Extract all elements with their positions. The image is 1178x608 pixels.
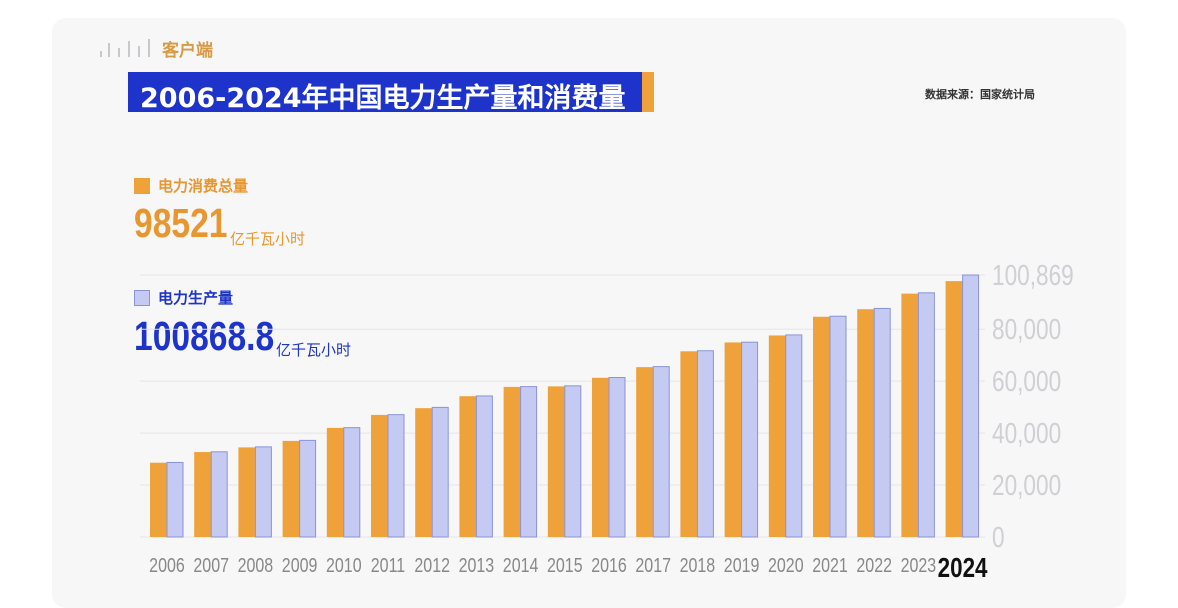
consumption-bar <box>459 396 477 537</box>
x-tick-label: 2007 <box>193 554 229 576</box>
consumption-bar <box>282 440 300 537</box>
x-tick-label: 2024 <box>938 553 988 584</box>
legend-consumption-label: 电力消费总量 <box>158 177 249 195</box>
consumption-bar <box>150 462 167 537</box>
title-accent <box>642 72 654 112</box>
production-bar <box>785 334 803 538</box>
legend-consumption: 电力消费总量 <box>134 175 248 196</box>
x-tick-label: 2022 <box>856 554 892 576</box>
production-bar <box>475 395 493 538</box>
x-tick-label: 2008 <box>238 554 274 576</box>
production-total-value: 100868.8 <box>134 313 275 359</box>
watermark-marks-icon <box>98 38 156 59</box>
production-bar <box>299 439 317 538</box>
consumption-bar <box>415 408 433 537</box>
production-bar <box>829 315 847 538</box>
production-bar <box>962 274 980 538</box>
consumption-bar <box>724 342 742 537</box>
x-tick-label: 2011 <box>371 554 405 576</box>
consumption-bar <box>326 427 344 537</box>
legend-production: 电力生产量 <box>134 287 233 308</box>
consumption-bar <box>194 452 212 537</box>
y-tick-label: 20,000 <box>992 468 1061 501</box>
consumption-bar <box>238 447 256 537</box>
y-tick-label: 40,000 <box>992 416 1061 449</box>
consumption-bar <box>636 367 654 537</box>
consumption-bar <box>592 377 609 537</box>
x-tick-label: 2018 <box>680 554 716 576</box>
legend-production-label: 电力生产量 <box>158 289 234 307</box>
production-bar <box>343 427 361 538</box>
x-tick-label: 2013 <box>459 554 495 576</box>
x-tick-label: 2012 <box>414 554 450 576</box>
production-bar <box>652 366 670 538</box>
y-tick-label: 60,000 <box>992 364 1061 397</box>
consumption-bar <box>813 316 830 537</box>
production-bar <box>210 451 228 538</box>
production-bar <box>166 461 184 538</box>
consumption-bar <box>371 414 388 537</box>
x-tick-label: 2023 <box>901 554 937 576</box>
page-title: 2006-2024年中国电力生产量和消费量 <box>140 83 626 114</box>
x-tick-label: 2020 <box>768 554 804 576</box>
production-swatch <box>134 289 150 306</box>
consumption-total-value: 98521 <box>134 200 228 246</box>
consumption-bar <box>945 281 963 537</box>
consumption-unit: 亿千瓦小时 <box>230 230 306 248</box>
consumption-bar <box>547 386 565 537</box>
consumption-bar <box>857 309 875 537</box>
data-source: 数据来源：国家统计局 <box>925 88 1035 101</box>
production-bar <box>431 406 449 538</box>
x-tick-label: 2017 <box>635 554 671 576</box>
production-bar <box>564 385 582 538</box>
production-bar <box>741 341 759 538</box>
y-tick-label: 80,000 <box>992 312 1061 345</box>
y-tick-label: 0 <box>992 520 1005 553</box>
production-bar <box>387 414 405 538</box>
consumption-swatch <box>134 177 150 194</box>
consumption-bar <box>901 293 919 537</box>
consumption-bar <box>680 351 698 537</box>
watermark-text: 客户端 <box>162 41 213 61</box>
x-tick-label: 2006 <box>149 554 185 576</box>
x-tick-label: 2019 <box>724 554 760 576</box>
x-tick-label: 2021 <box>812 554 848 576</box>
x-tick-label: 2016 <box>591 554 627 576</box>
production-bar <box>254 446 272 538</box>
consumption-bar <box>768 335 786 537</box>
production-bar <box>520 386 538 538</box>
production-bar <box>608 377 626 538</box>
x-tick-label: 2014 <box>503 554 539 576</box>
watermark: 客户端 <box>98 36 213 61</box>
x-tick-label: 2010 <box>326 554 362 576</box>
production-unit: 亿千瓦小时 <box>276 341 352 359</box>
y-tick-label: 100,869 <box>992 258 1074 291</box>
production-bar <box>917 292 935 538</box>
x-tick-label: 2015 <box>547 554 583 576</box>
x-tick-label: 2009 <box>282 554 318 576</box>
production-bar <box>696 350 714 538</box>
title-banner: 2006-2024年中国电力生产量和消费量 <box>128 72 654 114</box>
consumption-bar <box>503 386 521 537</box>
production-bar <box>873 307 891 538</box>
